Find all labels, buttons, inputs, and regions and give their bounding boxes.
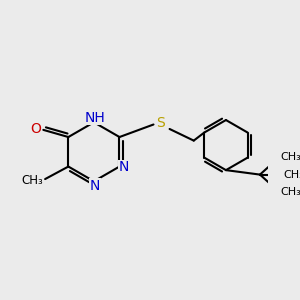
Text: S: S — [156, 116, 165, 130]
Text: NH: NH — [84, 111, 105, 125]
Text: N: N — [119, 160, 129, 174]
Text: CH₃: CH₃ — [280, 188, 300, 197]
Text: CH₃: CH₃ — [22, 174, 44, 188]
Text: N: N — [90, 179, 100, 193]
Text: O: O — [31, 122, 42, 136]
Text: CH₃: CH₃ — [284, 169, 300, 180]
Text: CH₃: CH₃ — [280, 152, 300, 162]
